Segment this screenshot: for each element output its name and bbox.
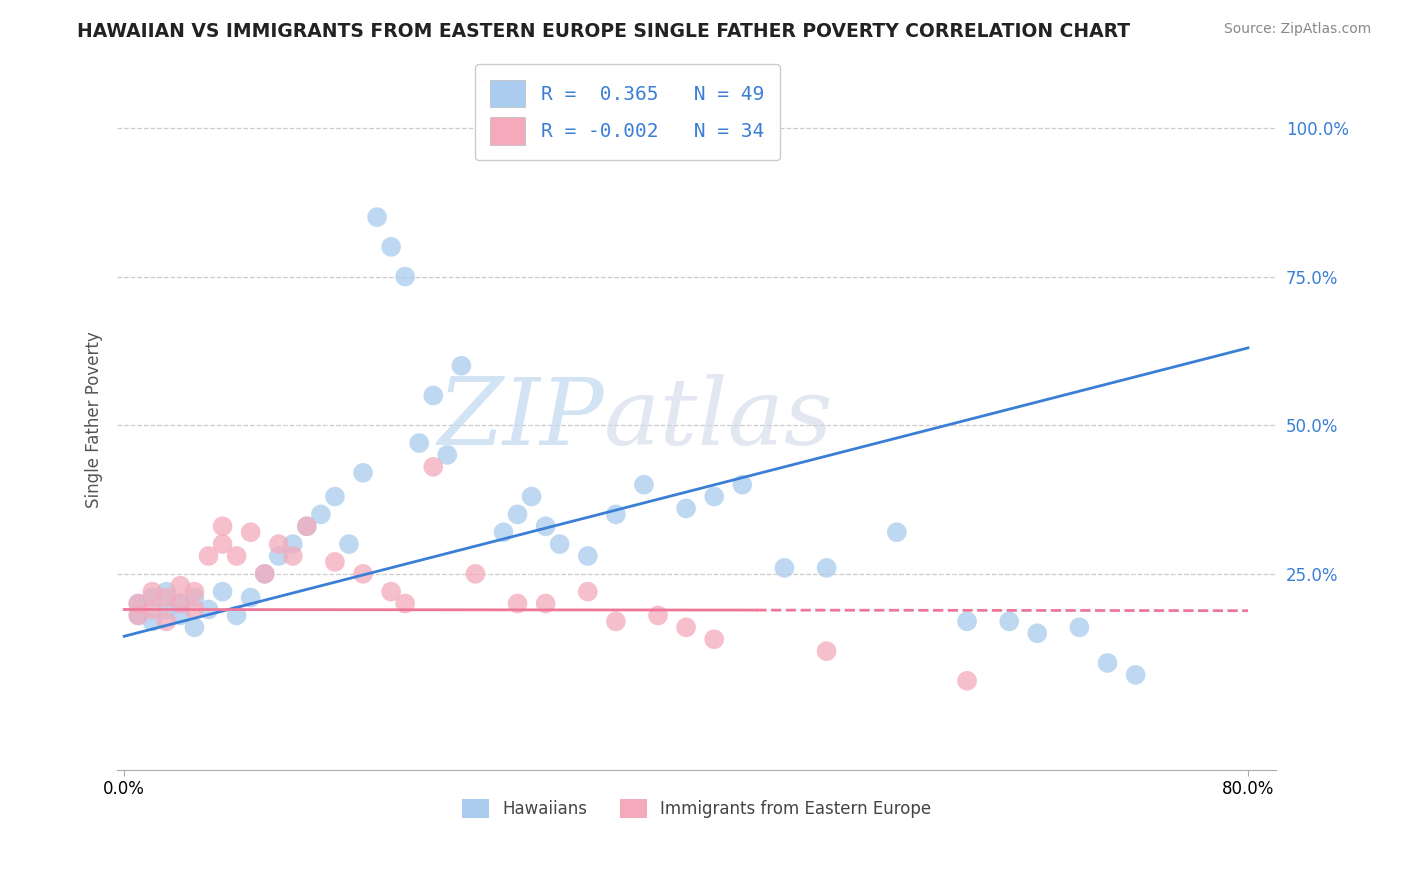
Point [253, 566, 276, 581]
Point [506, 508, 529, 522]
Point [141, 584, 163, 599]
Point [520, 490, 543, 504]
Point [647, 608, 669, 623]
Point [422, 459, 444, 474]
Point [352, 566, 374, 581]
Point [169, 608, 191, 623]
Point [394, 597, 416, 611]
Point [239, 591, 262, 605]
Point [675, 501, 697, 516]
Point [1026, 626, 1049, 640]
Point [141, 615, 163, 629]
Point [506, 597, 529, 611]
Point [956, 615, 979, 629]
Point [1069, 620, 1091, 634]
Point [1097, 656, 1119, 670]
Point [211, 519, 233, 533]
Point [183, 584, 205, 599]
Point [183, 602, 205, 616]
Point [197, 602, 219, 616]
Text: HAWAIIAN VS IMMIGRANTS FROM EASTERN EUROPE SINGLE FATHER POVERTY CORRELATION CHA: HAWAIIAN VS IMMIGRANTS FROM EASTERN EURO… [77, 22, 1130, 41]
Point [998, 615, 1021, 629]
Point [169, 597, 191, 611]
Point [450, 359, 472, 373]
Point [815, 644, 838, 658]
Text: atlas: atlas [605, 375, 834, 464]
Point [127, 608, 149, 623]
Point [492, 525, 515, 540]
Point [534, 519, 557, 533]
Point [366, 210, 388, 224]
Point [197, 549, 219, 563]
Point [548, 537, 571, 551]
Point [323, 490, 346, 504]
Point [408, 436, 430, 450]
Point [703, 490, 725, 504]
Y-axis label: Single Father Poverty: Single Father Poverty [86, 331, 103, 508]
Point [380, 240, 402, 254]
Point [352, 466, 374, 480]
Point [295, 519, 318, 533]
Point [267, 549, 290, 563]
Point [225, 608, 247, 623]
Point [464, 566, 486, 581]
Point [281, 549, 304, 563]
Point [169, 579, 191, 593]
Point [731, 477, 754, 491]
Point [436, 448, 458, 462]
Point [225, 549, 247, 563]
Text: Source: ZipAtlas.com: Source: ZipAtlas.com [1223, 22, 1371, 37]
Point [155, 615, 177, 629]
Point [281, 537, 304, 551]
Point [183, 620, 205, 634]
Point [1125, 668, 1147, 682]
Point [380, 584, 402, 599]
Point [127, 608, 149, 623]
Point [605, 615, 627, 629]
Point [127, 597, 149, 611]
Point [141, 602, 163, 616]
Text: ZIP: ZIP [437, 375, 605, 464]
Point [576, 584, 599, 599]
Point [127, 597, 149, 611]
Point [956, 673, 979, 688]
Legend: Hawaiians, Immigrants from Eastern Europe: Hawaiians, Immigrants from Eastern Europ… [456, 793, 938, 825]
Point [605, 508, 627, 522]
Point [633, 477, 655, 491]
Point [295, 519, 318, 533]
Point [675, 620, 697, 634]
Point [253, 566, 276, 581]
Point [422, 388, 444, 402]
Point [211, 584, 233, 599]
Point [703, 632, 725, 647]
Point [169, 597, 191, 611]
Point [155, 602, 177, 616]
Point [323, 555, 346, 569]
Point [815, 561, 838, 575]
Point [211, 537, 233, 551]
Point [155, 584, 177, 599]
Point [337, 537, 360, 551]
Point [886, 525, 908, 540]
Point [534, 597, 557, 611]
Point [155, 591, 177, 605]
Point [183, 591, 205, 605]
Point [141, 591, 163, 605]
Point [239, 525, 262, 540]
Point [309, 508, 332, 522]
Point [773, 561, 796, 575]
Point [576, 549, 599, 563]
Point [267, 537, 290, 551]
Point [394, 269, 416, 284]
